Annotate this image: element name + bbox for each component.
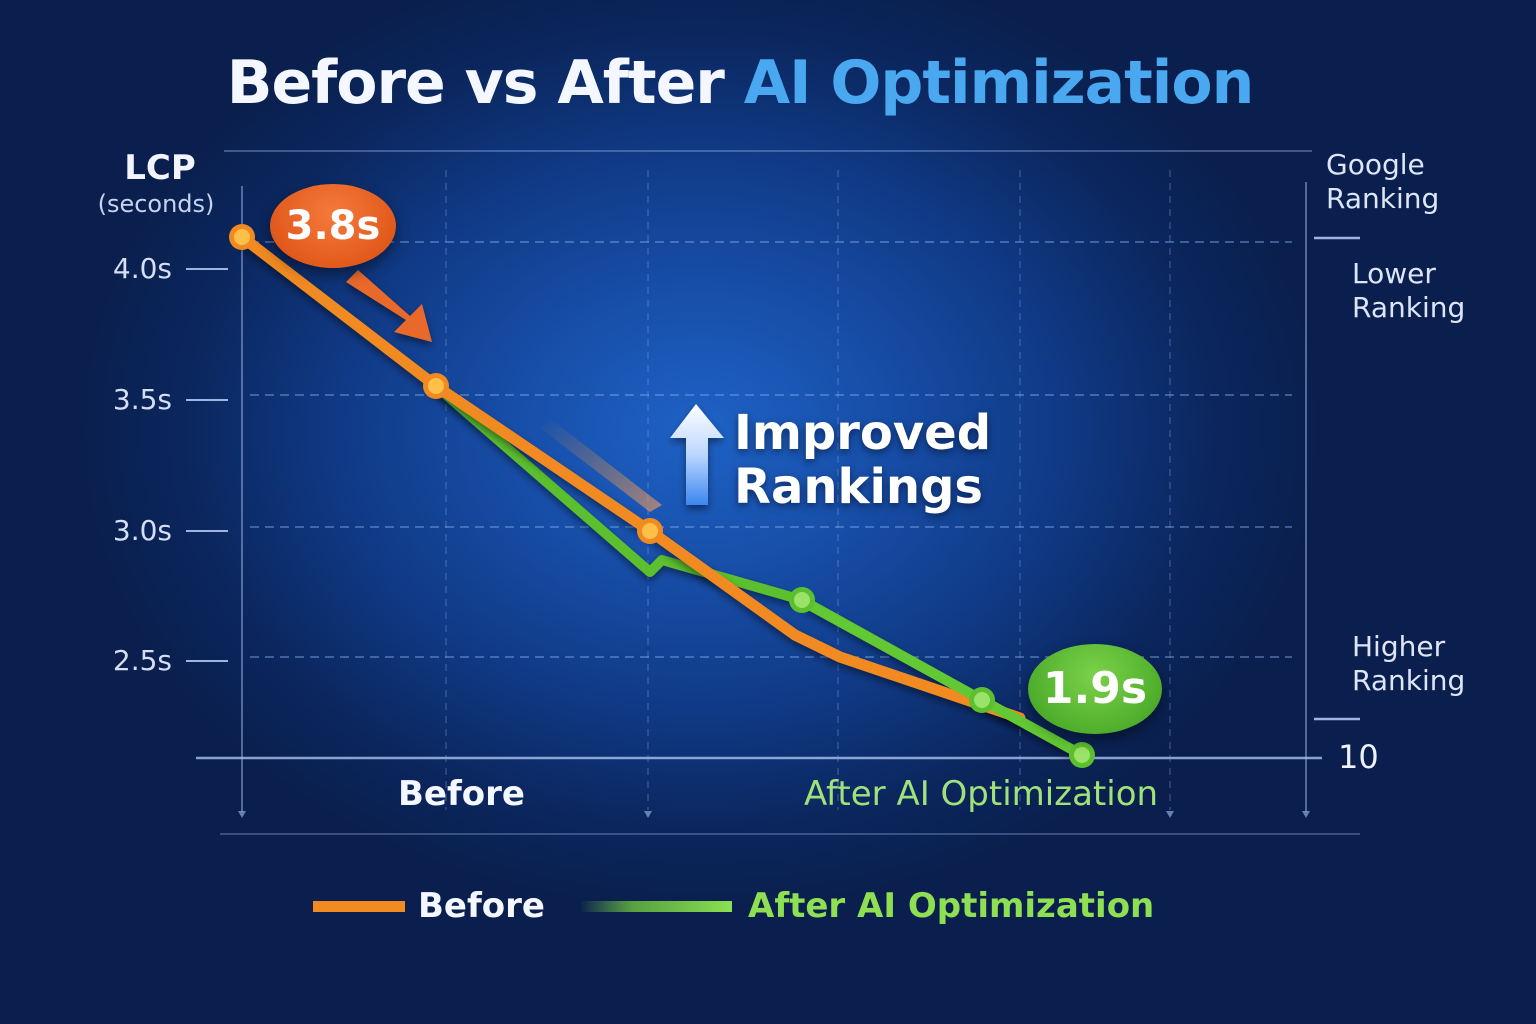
lower-ranking-label: Lower Ranking <box>1352 257 1465 325</box>
y-tick-label: 4.0s <box>112 252 172 285</box>
horizontal-gridlines <box>250 241 1292 658</box>
right-axis-title-line1: Google <box>1326 148 1425 181</box>
higher-ranking-line2: Ranking <box>1352 664 1466 697</box>
up-arrow-icon <box>670 404 724 505</box>
y-tick-label: 3.5s <box>112 383 172 416</box>
legend-swatch-before <box>313 901 405 912</box>
series-before-line <box>236 231 1026 724</box>
y-axis-title: LCP <box>124 148 196 188</box>
right-axis-ticks <box>1314 236 1360 721</box>
x-label-after: After AI Optimization <box>804 774 1159 814</box>
series-after-markers <box>789 587 1095 768</box>
motion-streak <box>540 420 662 512</box>
improved-rankings-annotation: Improved Rankings <box>734 406 991 514</box>
right-axis-title-line2: Ranking <box>1326 182 1440 215</box>
chart-frame <box>196 150 1360 835</box>
lower-ranking-line1: Lower <box>1352 257 1436 290</box>
y-tick-label: 2.5s <box>112 644 172 677</box>
x-label-before: Before <box>398 774 525 814</box>
right-axis-title: Google Ranking <box>1326 148 1439 216</box>
higher-ranking-line1: Higher <box>1352 630 1446 663</box>
annotation-line2: Rankings <box>734 459 983 515</box>
ranking-value: 10 <box>1338 738 1379 776</box>
end-value-badge: 1.9s <box>1028 644 1162 734</box>
left-axis-ticks <box>186 268 228 662</box>
down-arrow-icon <box>346 270 432 342</box>
chart-title: Before vs After AI Optimization <box>0 48 1480 118</box>
y-axis-unit: (seconds) <box>97 190 215 218</box>
legend-swatch-after <box>580 901 732 912</box>
vertical-gridlines <box>445 170 1171 810</box>
title-part-2: AI Optimization <box>743 48 1255 118</box>
legend-label-before: Before <box>418 886 545 926</box>
lower-ranking-line2: Ranking <box>1352 291 1466 324</box>
y-tick-label: 3.0s <box>112 514 172 547</box>
axis-arrowheads <box>238 811 1310 818</box>
series-before-markers <box>229 224 663 544</box>
annotation-line1: Improved <box>734 405 992 461</box>
title-part-1: Before vs After <box>226 48 744 118</box>
start-value-badge: 3.8s <box>270 184 396 268</box>
higher-ranking-label: Higher Ranking <box>1352 630 1465 698</box>
legend-label-after: After AI Optimization <box>748 886 1155 926</box>
